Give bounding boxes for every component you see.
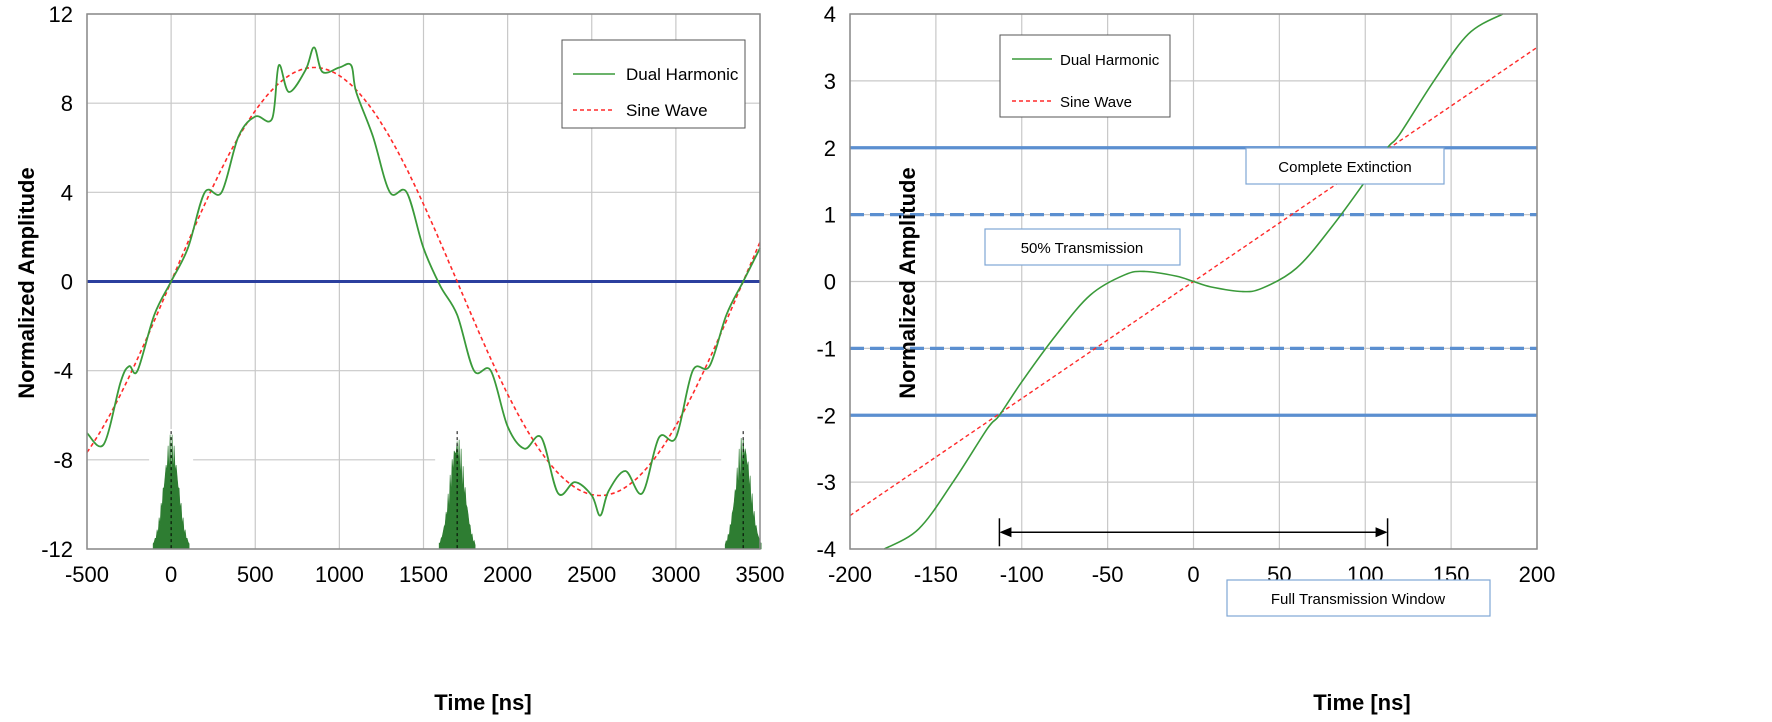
complete-extinction-box [1245, 147, 1445, 185]
left-x-tick-label: 3000 [651, 562, 700, 587]
left-series [86, 46, 761, 517]
left-y-axis-title: Normalized Amplitude [14, 167, 39, 398]
pulse-shape [438, 439, 476, 550]
right-y-tick-label: 2 [824, 136, 836, 161]
window-label-text: Full Transmission Window [1271, 591, 1445, 608]
left-dual-harmonic-line [86, 46, 761, 517]
full-transmission-window: Full Transmission Window [998, 518, 1491, 617]
window-left-arrowhead [999, 527, 1012, 538]
right-threshold-lines [850, 146, 1537, 417]
complete-extinction-text: Complete Extinction [1278, 159, 1411, 176]
right-x-tick-label: 200 [1519, 562, 1556, 587]
window-label-box [1226, 579, 1491, 617]
left-y-tick-label: 0 [61, 270, 73, 295]
left-y-tick-label: -12 [41, 537, 73, 562]
right-series [849, 13, 1538, 550]
right-legend-label-dual: Dual Harmonic [1060, 52, 1160, 69]
transmission-50-text: 50% Transmission [1021, 240, 1144, 257]
right-y-tick-labels: -4 -3 -2 -1 0 1 2 3 4 [816, 2, 836, 562]
left-sine-wave-line [86, 66, 761, 497]
right-legend: Dual Harmonic Sine Wave [999, 34, 1171, 118]
left-chart: -500 0 500 1000 1500 2000 2500 3000 3500 -12 -8 -4… [14, 2, 784, 715]
left-y-tick-label: -8 [53, 448, 73, 473]
left-legend-label-dual: Dual Harmonic [626, 65, 739, 84]
right-x-tick-label: -150 [914, 562, 958, 587]
window-right-arrowhead [1375, 527, 1388, 538]
right-y-tick-label: 4 [824, 2, 836, 27]
right-x-tick-label: -50 [1092, 562, 1124, 587]
left-y-tick-label: 8 [61, 91, 73, 116]
right-x-tick-label: -200 [828, 562, 872, 587]
left-x-tick-label: 0 [165, 562, 177, 587]
right-legend-box [999, 34, 1171, 118]
right-x-tick-label: 0 [1187, 562, 1199, 587]
left-x-tick-label: 1000 [315, 562, 364, 587]
left-y-tick-labels: -12 -8 -4 0 4 8 12 [41, 2, 73, 562]
left-x-tick-label: -500 [65, 562, 109, 587]
left-x-tick-label: 2000 [483, 562, 532, 587]
left-plot-frame [86, 13, 761, 550]
right-y-tick-label: -4 [816, 537, 836, 562]
left-x-tick-label: 2500 [567, 562, 616, 587]
left-x-tick-label: 500 [237, 562, 274, 587]
right-y-tick-label: 1 [824, 203, 836, 228]
left-legend-label-sine: Sine Wave [626, 101, 708, 120]
right-plot-frame [849, 13, 1538, 550]
left-y-tick-label: -4 [53, 359, 73, 384]
left-x-axis-title: Time [ns] [434, 690, 531, 715]
right-y-tick-label: -2 [816, 403, 836, 428]
left-y-tick-label: 4 [61, 180, 73, 205]
complete-extinction-label: Complete Extinction [1245, 147, 1445, 185]
right-dual-harmonic-line [883, 13, 1504, 550]
left-x-tick-label: 3500 [736, 562, 785, 587]
transmission-50-box [984, 228, 1181, 266]
transmission-50-label: 50% Transmission [984, 228, 1181, 266]
left-pulses [149, 429, 766, 550]
right-y-tick-label: 3 [824, 69, 836, 94]
left-legend: Dual Harmonic Sine Wave [561, 39, 746, 129]
right-y-axis-title: Normalized Amplitude [895, 167, 920, 398]
left-x-tick-labels: -500 0 500 1000 1500 2000 2500 3000 3500 [65, 562, 785, 587]
right-y-tick-label: 0 [824, 270, 836, 295]
right-legend-label-sine: Sine Wave [1060, 94, 1132, 111]
left-legend-box [561, 39, 746, 129]
right-x-tick-label: -100 [1000, 562, 1044, 587]
left-x-tick-label: 1500 [399, 562, 448, 587]
right-y-tick-label: -3 [816, 470, 836, 495]
right-x-tick-labels: -200 -150 -100 -50 0 50 100 150 200 [828, 562, 1555, 587]
right-y-tick-label: -1 [816, 336, 836, 361]
right-chart: -200 -150 -100 -50 0 50 100 150 200 -4-3-2-10123… [816, 2, 1555, 715]
left-y-tick-label: 12 [49, 2, 73, 27]
right-x-axis-title: Time [ns] [1313, 690, 1410, 715]
